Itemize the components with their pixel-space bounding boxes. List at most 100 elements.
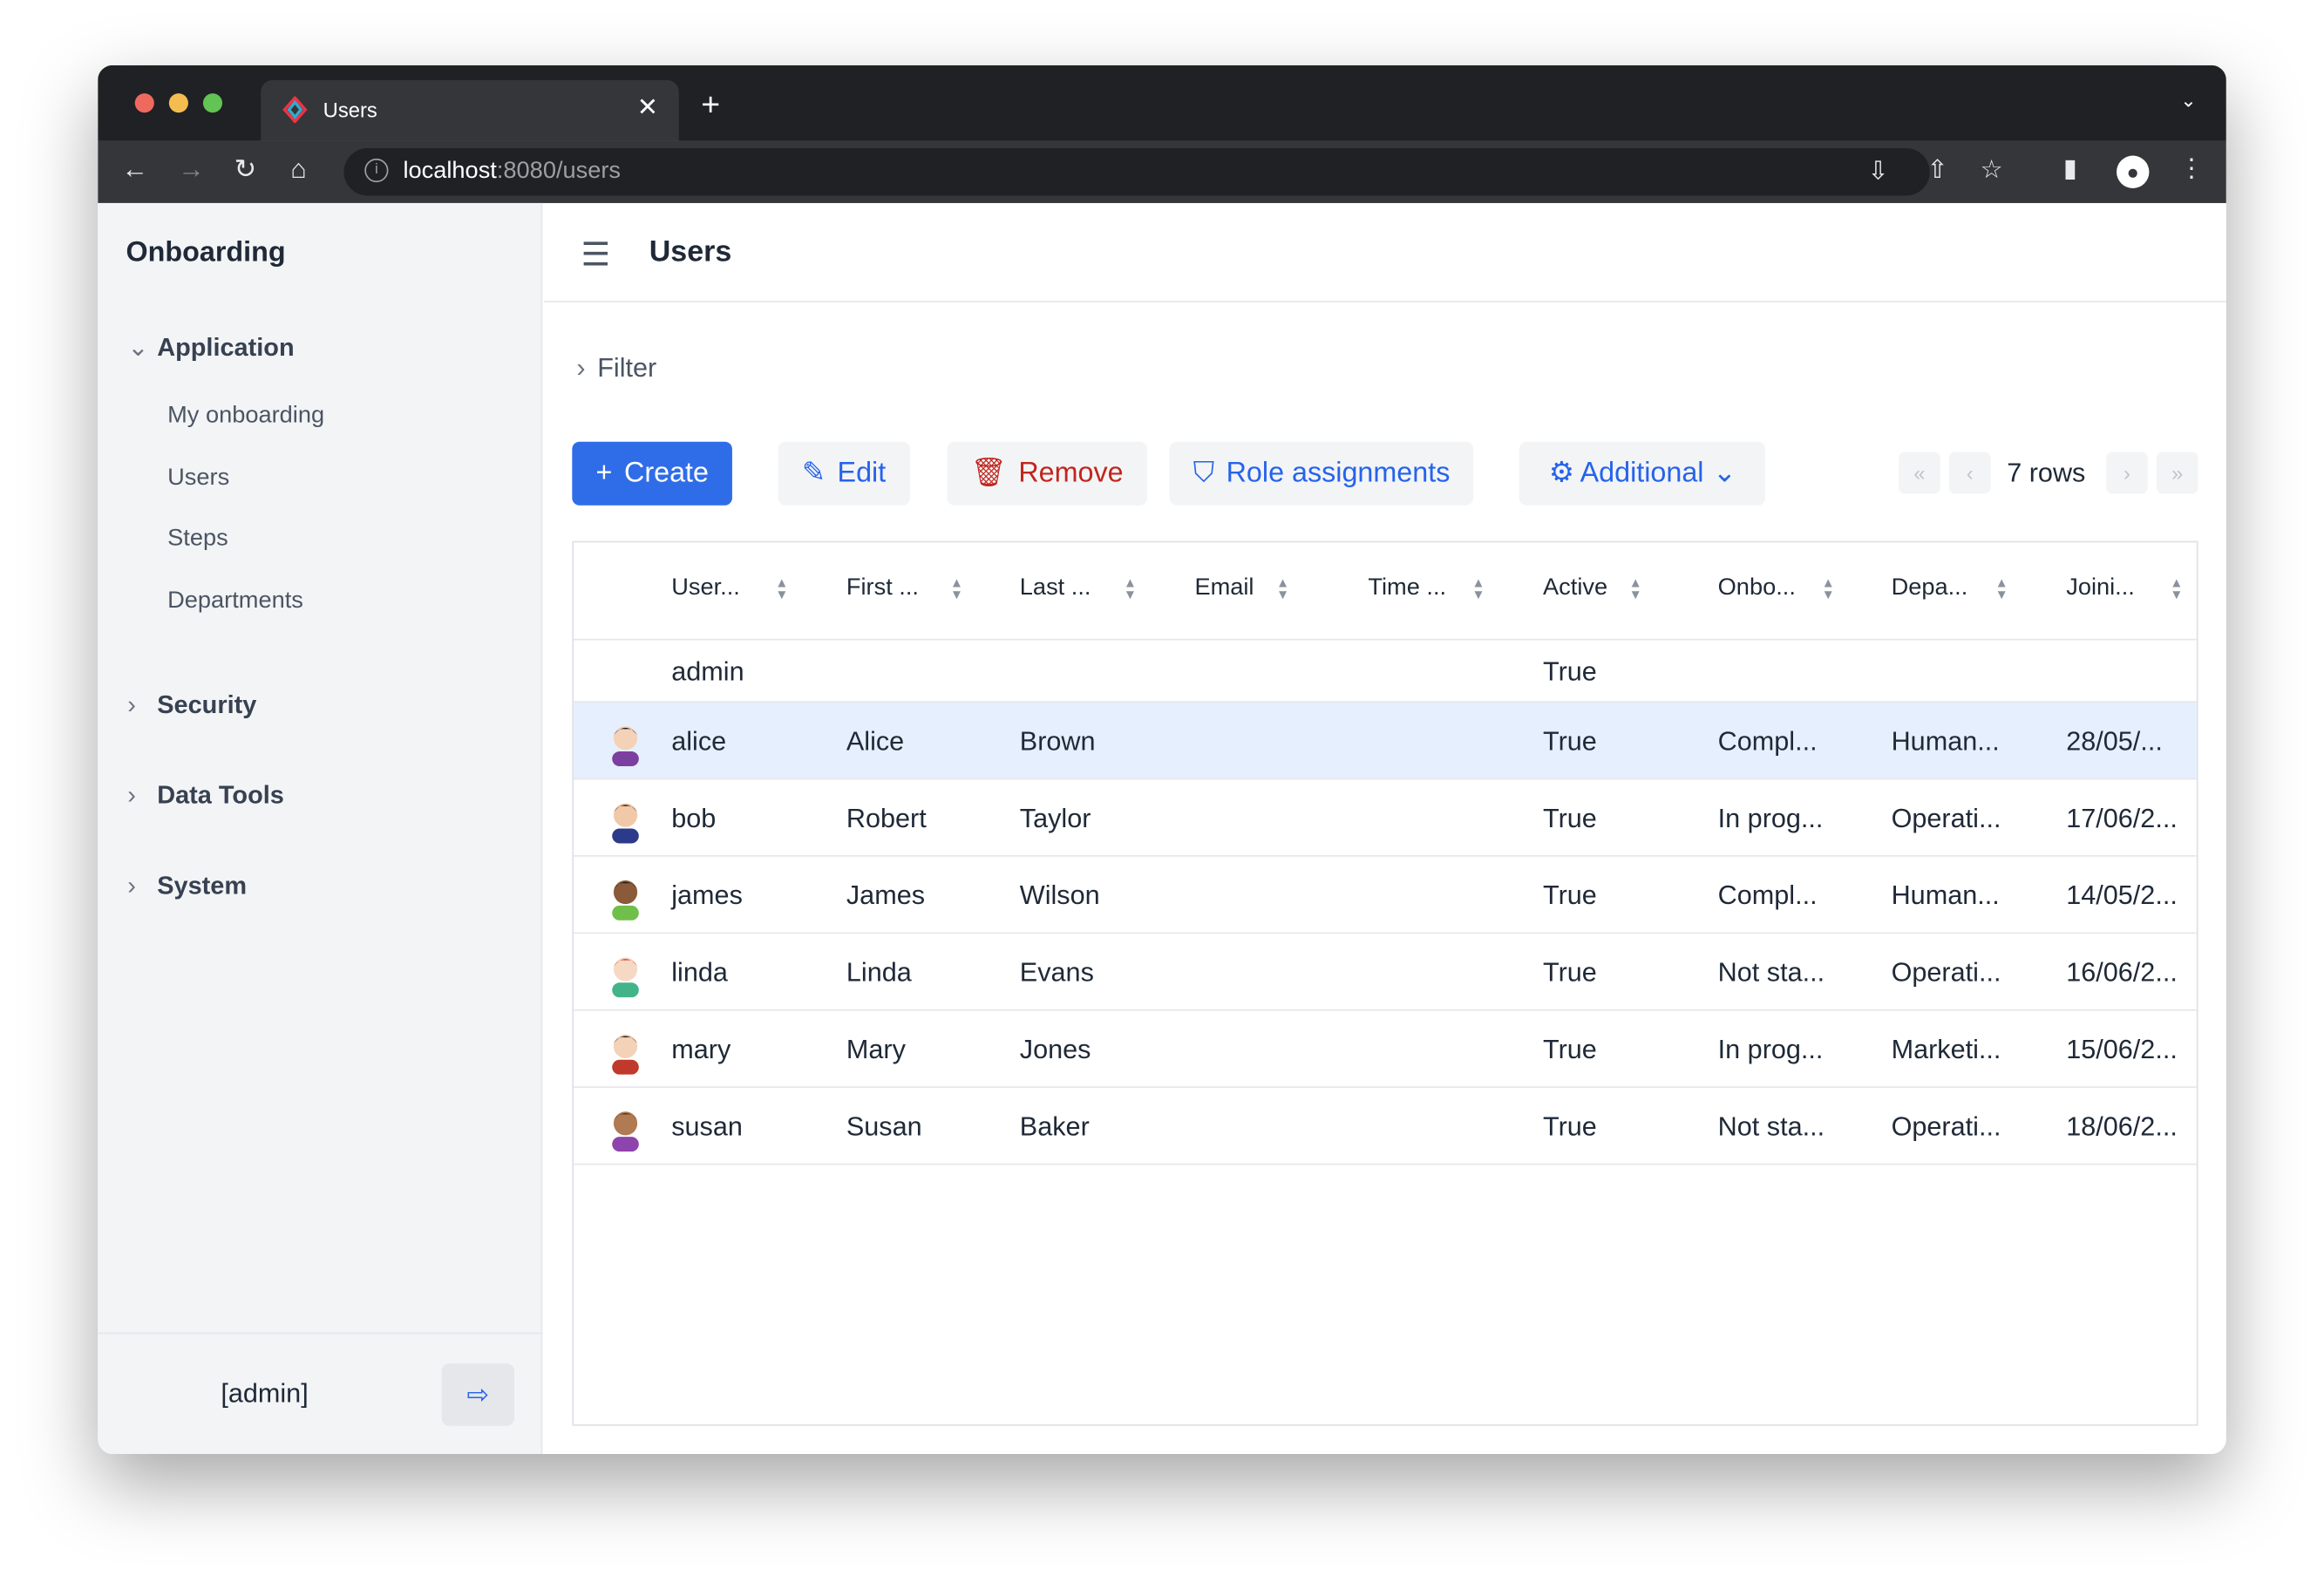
table-cell: Human... (1891, 726, 2000, 757)
remove-button[interactable]: 🗑 Remove (947, 441, 1147, 506)
sidebar-group-data-tools[interactable]: › Data Tools (127, 781, 284, 811)
additional-dropdown[interactable]: ⚙ Additional ⌄ (1519, 441, 1766, 506)
sort-icon[interactable]: ▲ ▼ (1994, 574, 2008, 602)
close-tab-icon[interactable]: ✕ (636, 93, 658, 122)
plus-icon: + (595, 458, 613, 490)
avatar (612, 957, 639, 998)
sort-icon[interactable]: ▲ ▼ (1471, 574, 1485, 602)
table-cell: Evans (1019, 957, 1094, 988)
more-menu-icon[interactable]: ⋮ (2178, 153, 2205, 183)
side-panel-icon[interactable]: ▮ (2062, 153, 2077, 183)
next-page-button[interactable]: › (2106, 452, 2148, 494)
table-cell: Jones (1019, 1034, 1091, 1064)
profile-icon[interactable]: ● (2117, 155, 2150, 188)
last-page-button[interactable]: » (2156, 452, 2198, 494)
avatar (612, 726, 639, 767)
table-cell: alice (671, 726, 727, 757)
tab-search-chevron-icon[interactable]: ⌄ (2180, 89, 2197, 112)
table-cell: Alice (846, 726, 905, 757)
url-path: :8080/users (496, 158, 622, 184)
sidebar-group-application[interactable]: ⌄ Application (127, 334, 294, 363)
share-icon[interactable]: ⇧ (1926, 155, 1948, 184)
table-row[interactable]: bob Robert Taylor True In prog... Operati... 1… (574, 779, 2197, 857)
table-row[interactable]: susan Susan Baker True Not sta... Operati... 1… (574, 1088, 2197, 1165)
sort-icon[interactable]: ▲ ▼ (949, 574, 964, 602)
table-cell: True (1543, 880, 1597, 910)
sort-icon[interactable]: ▲ ▼ (1628, 574, 1642, 602)
group-label: Security (157, 690, 257, 719)
browser-tab[interactable]: Users ✕ (261, 79, 679, 141)
new-tab-button[interactable]: + (701, 85, 721, 124)
table-cell: True (1543, 803, 1597, 833)
role-assignments-button[interactable]: ⛉ Role assignments (1169, 441, 1474, 506)
menu-toggle-icon[interactable]: ☰ (581, 235, 611, 273)
create-button[interactable]: + Create (572, 441, 733, 506)
chevron-right-icon: › (127, 690, 136, 719)
app-brand: Onboarding (126, 237, 286, 268)
column-header[interactable]: Joini... (2066, 574, 2135, 601)
column-header[interactable]: Email (1194, 574, 1254, 601)
table-cell: True (1543, 1111, 1597, 1142)
tab-bar: Users ✕ + ⌄ (98, 65, 2226, 141)
sidebar-item-departments[interactable]: Departments (167, 588, 303, 614)
filter-label: Filter (597, 352, 657, 383)
sidebar-item-users[interactable]: Users (167, 465, 230, 491)
table-row[interactable]: linda Linda Evans True Not sta... Operati... 1… (574, 934, 2197, 1011)
pencil-icon: ✎ (801, 458, 826, 490)
sort-icon[interactable]: ▲ ▼ (2170, 574, 2184, 602)
maximize-window-button[interactable] (202, 93, 223, 113)
app-favicon-icon (282, 96, 308, 124)
sort-icon[interactable]: ▲ ▼ (1821, 574, 1835, 602)
address-bar[interactable]: i localhost:8080/users ⇩ ⇧ ☆ (343, 148, 2003, 196)
column-header[interactable]: Last ... (1019, 574, 1091, 601)
table-cell: Not sta... (1717, 957, 1825, 988)
table-cell: 28/05/... (2066, 726, 2163, 757)
gear-icon: ⚙ (1548, 458, 1574, 490)
avatar (612, 880, 639, 921)
table-cell: Brown (1019, 726, 1096, 757)
sort-icon[interactable]: ▲ ▼ (1123, 574, 1137, 602)
table-row[interactable]: james James Wilson True Compl... Human... 14/0… (574, 857, 2197, 934)
back-icon[interactable]: ← (121, 153, 149, 184)
main-content: ☰ Users › Filter + Create ✎ Edit 🗑 Remove ⛉ R… (544, 203, 2226, 1454)
trash-icon: 🗑 (970, 458, 1007, 490)
install-icon[interactable]: ⇩ (1867, 157, 1889, 186)
chevron-right-icon: › (576, 352, 586, 383)
table-cell: Not sta... (1717, 1111, 1825, 1142)
avatar (612, 1111, 639, 1152)
bookmark-star-icon[interactable]: ☆ (1980, 155, 2003, 184)
sidebar-item-my-onboarding[interactable]: My onboarding (167, 403, 325, 429)
sidebar-group-security[interactable]: › Security (127, 690, 256, 720)
logout-button[interactable]: ⇨ (441, 1363, 515, 1426)
browser-window: Users ✕ + ⌄ ← → ↻ ⌂ i localhost:8080/use… (98, 65, 2226, 1454)
filter-toggle[interactable]: › Filter (576, 353, 656, 384)
table-row[interactable]: admin True (574, 641, 2197, 703)
home-icon[interactable]: ⌂ (290, 153, 307, 184)
column-header[interactable]: Depa... (1891, 574, 1968, 601)
column-header[interactable]: Onbo... (1717, 574, 1796, 601)
close-window-button[interactable] (134, 93, 154, 113)
minimize-window-button[interactable] (168, 93, 188, 113)
sidebar-footer: [admin] ⇨ (98, 1332, 543, 1454)
table-cell: Operati... (1891, 1111, 2001, 1142)
column-header[interactable]: Active (1543, 574, 1608, 601)
column-header[interactable]: Time ... (1368, 574, 1447, 601)
group-label: Data Tools (157, 781, 284, 810)
sidebar-group-system[interactable]: › System (127, 872, 247, 901)
prev-page-button[interactable]: ‹ (1948, 452, 1991, 494)
reload-icon[interactable]: ↻ (234, 153, 257, 184)
first-page-button[interactable]: « (1899, 452, 1940, 494)
column-header[interactable]: First ... (846, 574, 919, 601)
table-cell: Compl... (1717, 726, 1818, 757)
table-row[interactable]: alice Alice Brown True Compl... Human... 28/05… (574, 702, 2197, 780)
edit-button[interactable]: ✎ Edit (778, 441, 910, 506)
sort-icon[interactable]: ▲ ▼ (1275, 574, 1290, 602)
sidebar-item-steps[interactable]: Steps (167, 526, 228, 552)
shield-icon: ⛉ (1193, 458, 1214, 490)
forward-icon[interactable]: → (178, 153, 205, 184)
site-info-icon[interactable]: i (364, 158, 389, 183)
table-cell: Compl... (1717, 880, 1818, 910)
sort-icon[interactable]: ▲ ▼ (775, 574, 789, 602)
column-header[interactable]: User... (671, 574, 740, 601)
table-row[interactable]: mary Mary Jones True In prog... Marketi... 15/… (574, 1011, 2197, 1089)
